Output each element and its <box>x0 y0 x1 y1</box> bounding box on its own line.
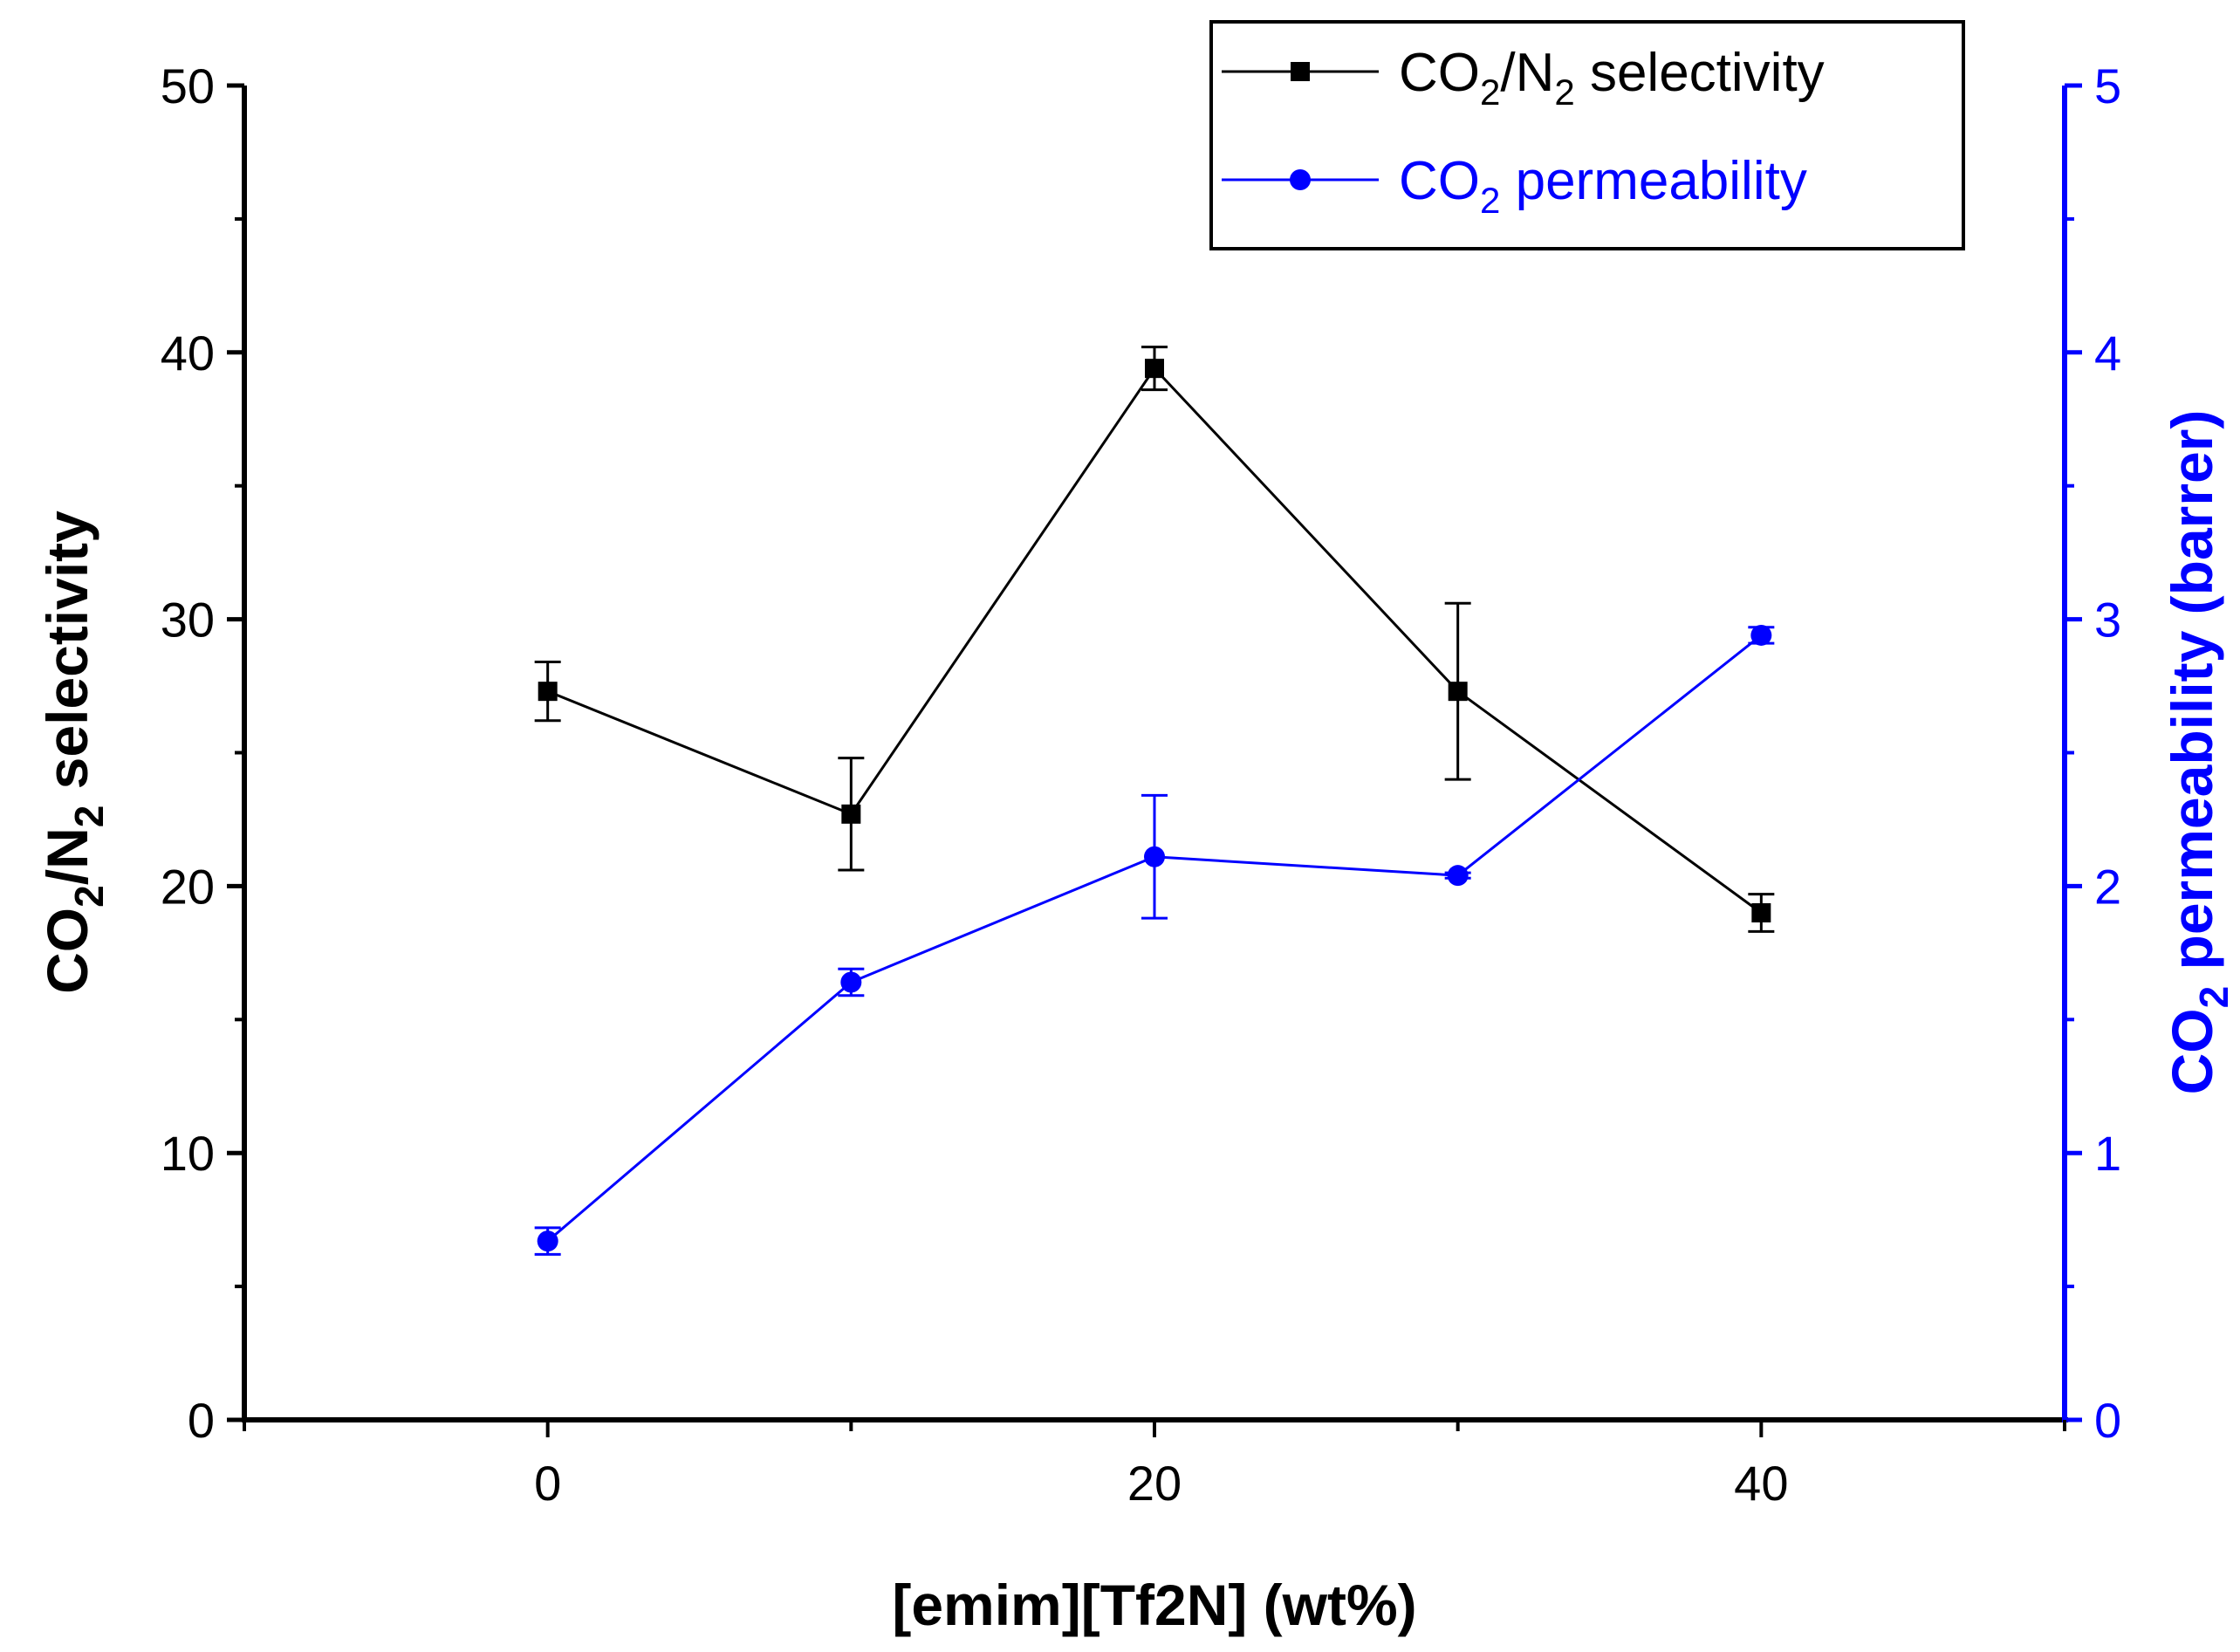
x-tick-label: 40 <box>1734 1456 1788 1511</box>
y-right-tick-label: 1 <box>2094 1126 2121 1181</box>
plot-area <box>534 346 1775 1256</box>
y-right-tick-label: 0 <box>2094 1393 2121 1448</box>
y-left-tick-label: 30 <box>161 593 215 648</box>
legend: CO2/N2 selectivity CO2 permeability <box>1209 20 1965 250</box>
y-right-tick-label: 4 <box>2094 326 2121 380</box>
left-axis-ticks: 0 10 20 30 40 50 <box>161 58 244 1448</box>
y-axis-title-right: CO2 permeability (barrer) <box>2160 410 2237 1095</box>
permeability-data-point <box>1144 846 1165 867</box>
selectivity-data-point <box>1751 902 1771 922</box>
legend-marker-permeability <box>1290 169 1311 190</box>
legend-marker-selectivity <box>1291 62 1310 81</box>
x-axis-ticks: 0 20 40 <box>243 1420 2066 1511</box>
selectivity-data-point <box>538 682 558 702</box>
x-tick-label: 20 <box>1127 1456 1182 1511</box>
permeability-series-line <box>546 634 1763 1243</box>
y-left-tick-label: 50 <box>161 58 215 113</box>
legend-label-selectivity: CO2/N2 selectivity <box>1399 43 1825 113</box>
y-right-tick-label: 3 <box>2094 593 2121 648</box>
x-axis-title: [emim][Tf2N] (wt%) <box>892 1573 1416 1637</box>
y-left-tick-label: 10 <box>161 1126 215 1181</box>
right-axis-ticks: 0 1 2 3 4 5 <box>2065 58 2121 1448</box>
legend-label-permeability: CO2 permeability <box>1399 151 1807 221</box>
y-left-tick-label: 40 <box>161 326 215 380</box>
permeability-data-point <box>537 1230 558 1252</box>
y-left-tick-label: 20 <box>161 859 215 914</box>
y-left-tick-label: 0 <box>188 1393 215 1448</box>
permeability-data-point <box>840 971 862 993</box>
selectivity-data-point <box>1145 359 1164 379</box>
x-tick-label: 0 <box>534 1456 561 1511</box>
selectivity-data-point <box>841 804 861 824</box>
permeability-data-point <box>1750 624 1772 646</box>
selectivity-data-point <box>1448 682 1468 702</box>
y-right-tick-label: 5 <box>2094 58 2121 113</box>
permeability-data-point <box>1447 865 1469 887</box>
y-axis-title-left: CO2/N2 selectivity <box>35 511 112 994</box>
legend-box <box>1209 20 1965 250</box>
y-right-tick-label: 2 <box>2094 859 2121 914</box>
